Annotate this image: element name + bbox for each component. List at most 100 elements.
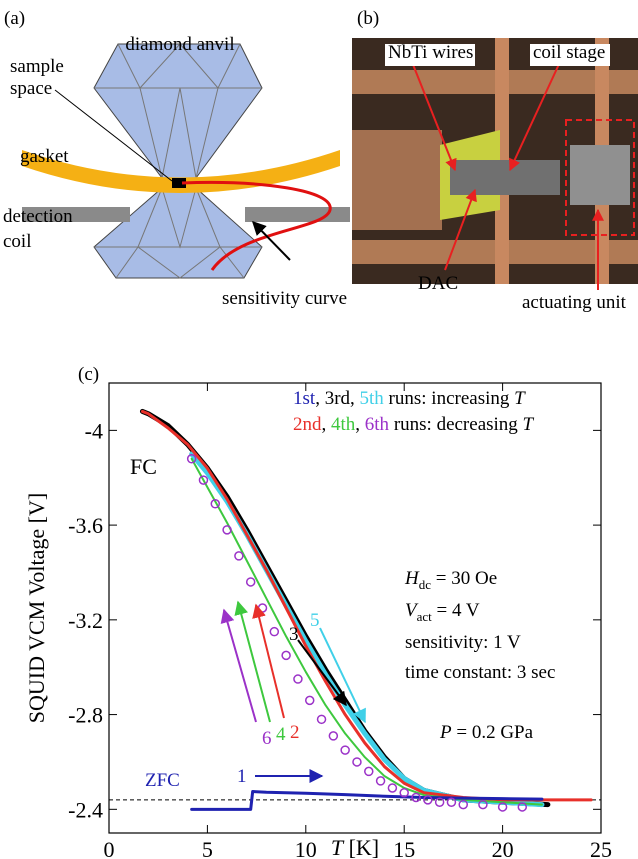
lower-anvil	[93, 187, 263, 279]
y-tick-label: -2.8	[68, 703, 103, 728]
panel-label: (b)	[357, 8, 379, 29]
label: actuating unit	[522, 292, 627, 313]
annotation: = 30 Oe	[431, 568, 497, 589]
data-point	[328, 731, 339, 741]
legend-text: T	[523, 414, 535, 435]
data-point	[478, 799, 488, 810]
run-label: 6	[262, 728, 272, 749]
run-arrow	[220, 608, 257, 723]
label: NbTi wires	[388, 42, 473, 63]
annotation: P	[439, 722, 452, 743]
data-point	[434, 797, 445, 807]
panel-label: (c)	[78, 364, 99, 385]
y-tick-label: -3.6	[68, 513, 103, 538]
x-tick-label: 25	[590, 837, 612, 859]
data-point	[375, 776, 386, 786]
data-point	[399, 787, 409, 798]
annotation: = 0.2 GPa	[452, 722, 534, 743]
label: detection	[3, 206, 73, 227]
annotation: P = 0.2 GPa	[439, 722, 534, 743]
legend-text: T	[514, 388, 526, 409]
run-label: 1	[237, 766, 247, 787]
y-axis-label: SQUID VCM Voltage [V]	[24, 493, 49, 723]
data-point	[458, 799, 468, 810]
arrow	[252, 220, 291, 261]
annotation: Vact = 4 V	[405, 600, 480, 624]
legend-separator: ,	[315, 388, 325, 409]
gasket	[22, 150, 340, 193]
data-point	[304, 695, 315, 706]
x-tick-label: 0	[104, 837, 115, 859]
y-tick-label: -3.2	[68, 608, 103, 633]
legend-text: runs: increasing	[384, 388, 514, 409]
data-point	[352, 757, 362, 767]
x-tick-label: 10	[295, 837, 317, 859]
run-arrow	[252, 603, 285, 719]
coil	[22, 207, 130, 222]
panel-a: (a) diamond anvil sample space gasket de…	[3, 8, 350, 309]
series-line	[190, 790, 544, 811]
legend-entry: 1st	[293, 388, 316, 409]
upper-anvil	[93, 43, 263, 179]
run-label: 2	[290, 722, 300, 743]
sensitivity-curve	[181, 181, 332, 271]
legend-entry: 4th	[331, 414, 356, 435]
legend-separator: ,	[350, 388, 360, 409]
run-label: 5	[310, 610, 320, 631]
label: space	[10, 78, 52, 99]
data-point	[245, 577, 256, 587]
run-arrow	[297, 639, 347, 707]
data-point	[186, 454, 197, 464]
label: gasket	[20, 146, 69, 167]
label: coil	[3, 231, 32, 252]
data-point	[340, 745, 350, 755]
legend-entry: 3rd	[325, 388, 351, 409]
data-point	[387, 783, 398, 793]
data-point	[316, 714, 327, 725]
label: diamond anvil	[125, 34, 234, 55]
legend-text: runs: decreasing	[389, 414, 522, 435]
annotation: FC	[130, 454, 157, 479]
data-point	[446, 797, 457, 807]
x-tick-label: 15	[393, 837, 415, 859]
data-point	[198, 475, 209, 485]
leader	[54, 89, 173, 182]
annotation: = 4 V	[432, 600, 480, 621]
panel-label: (a)	[4, 8, 25, 29]
label: coil stage	[533, 42, 605, 63]
data-point	[423, 795, 433, 805]
annotation: V	[405, 600, 419, 621]
x-axis-label: T [K]	[331, 835, 379, 859]
y-tick-label: -4	[85, 418, 103, 443]
data-point	[364, 766, 374, 777]
annotation: H	[404, 568, 420, 589]
x-tick-label: 20	[492, 837, 514, 859]
plot-frame	[108, 382, 602, 834]
data-point	[517, 802, 528, 812]
facets	[94, 43, 262, 179]
coil	[245, 207, 350, 222]
annotation: dc	[419, 577, 432, 592]
data-point	[293, 674, 303, 684]
legend-entry: 6th	[365, 414, 390, 435]
data-point	[257, 603, 268, 613]
panel-c: (c) FC ZFC Hdc = 30 Oe Vact = 4 V sensit…	[24, 364, 612, 859]
y-tick-label: -2.4	[68, 797, 103, 822]
annotation: ZFC	[145, 770, 180, 791]
legend: 2nd, 4th, 6th runs: decreasing T	[293, 414, 535, 435]
data-point	[269, 626, 280, 637]
annotation: sensitivity: 1 V	[405, 632, 521, 653]
run-arrow	[319, 627, 366, 724]
panel-b: (b) NbTi wires coil stage DAC actuating …	[352, 8, 638, 313]
run-label: 3	[289, 624, 299, 645]
x-axis-label: T	[331, 835, 345, 859]
x-tick-label: 5	[202, 837, 213, 859]
data-point	[411, 792, 421, 803]
series-line	[189, 451, 545, 808]
run-label: 4	[276, 724, 286, 745]
x-axis-label: [K]	[343, 835, 379, 859]
data-point	[210, 499, 221, 509]
legend: 1st, 3rd, 5th runs: increasing T	[293, 388, 526, 409]
annotation: act	[417, 609, 433, 624]
